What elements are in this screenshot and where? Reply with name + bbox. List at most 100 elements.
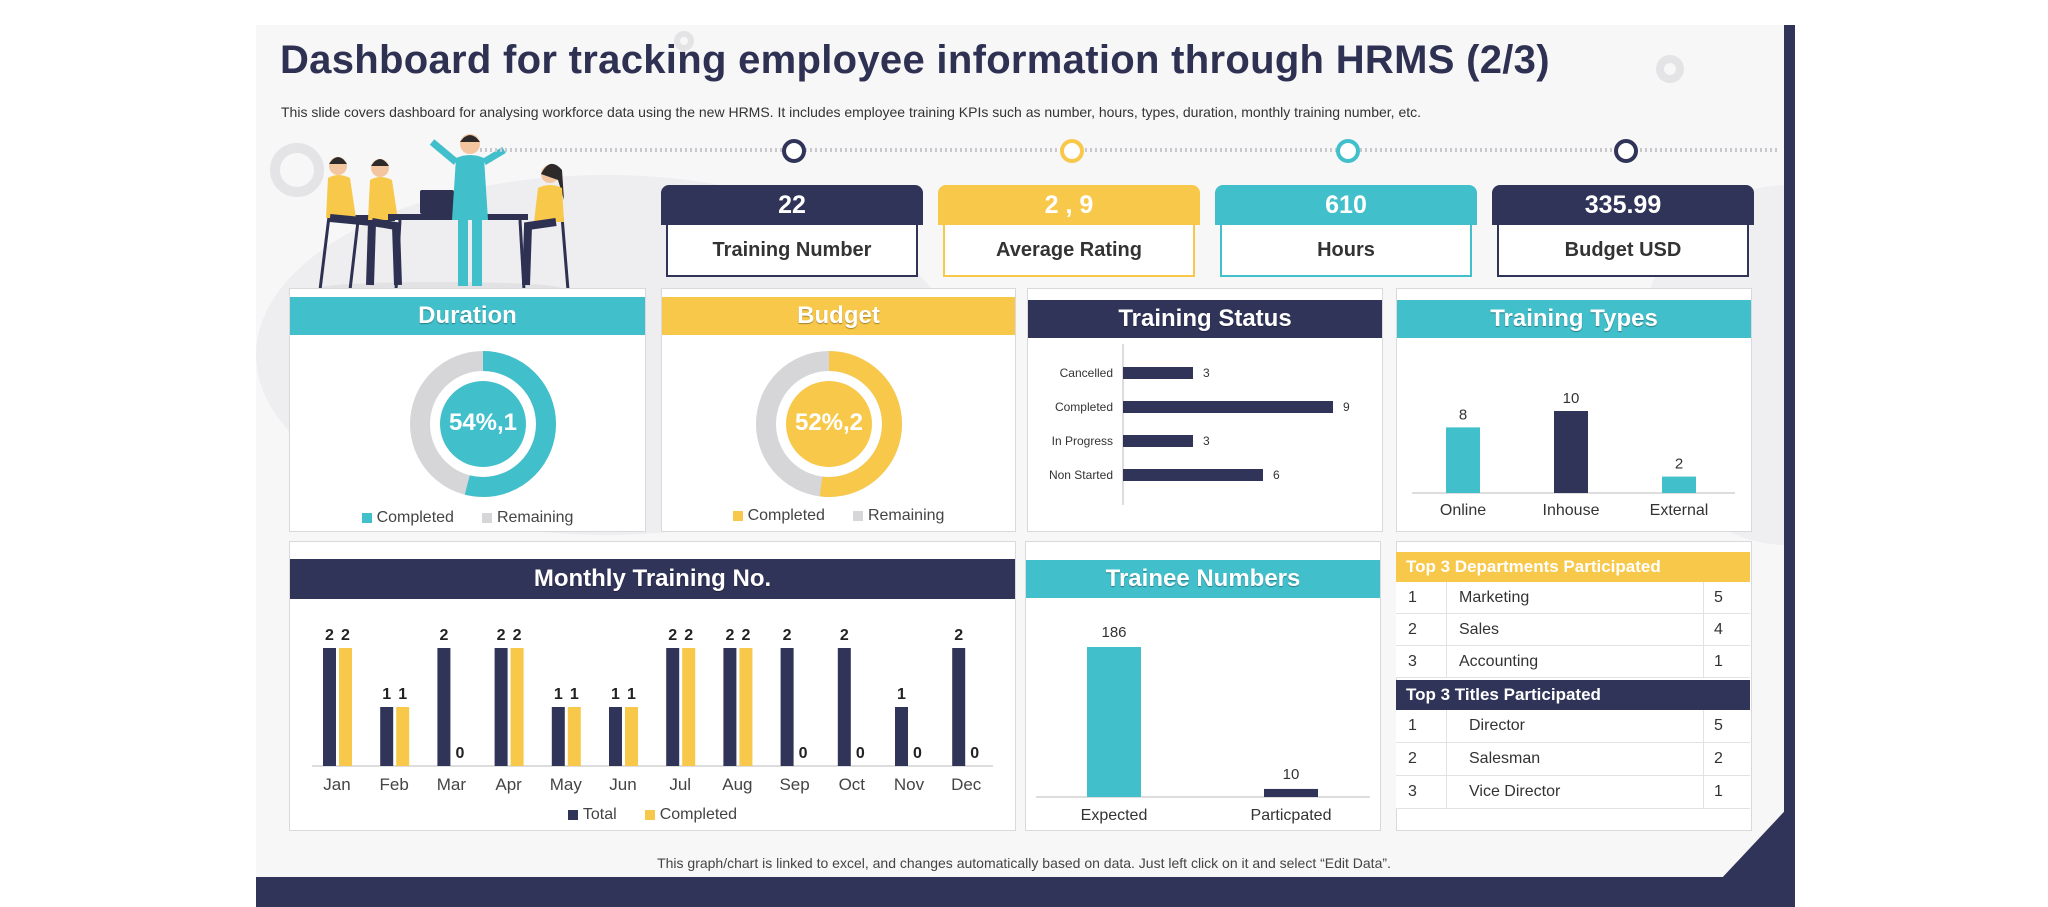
data-label: 0 <box>455 745 464 762</box>
chart-legend: Total Completed <box>290 806 1015 824</box>
data-label: 1 <box>627 686 636 703</box>
data-label: 8 <box>1459 406 1467 423</box>
table-title: Top 3 Departments Participated <box>1396 552 1750 582</box>
donut-center-label: 54%,1 <box>448 409 518 436</box>
data-label: 1 <box>611 686 620 703</box>
bar <box>339 648 352 766</box>
training-types-card: Training Types 8 Online 10 Inhouse 2 External <box>1396 288 1752 532</box>
kpi-label: Budget USD <box>1497 225 1749 277</box>
bar <box>1123 401 1333 413</box>
table-row: 2 Sales 4 <box>1396 614 1750 646</box>
tick-label: Sep <box>779 775 809 794</box>
bar <box>666 648 680 766</box>
donut-center <box>786 381 872 467</box>
donut-center-label: 52%,2 <box>794 409 864 436</box>
tick-label: Feb <box>380 775 409 794</box>
card-title: Monthly Training No. <box>290 559 1015 599</box>
donut-center <box>440 381 526 467</box>
table-row: 1 Marketing 5 <box>1396 582 1750 614</box>
kpi-label: Training Number <box>666 225 918 277</box>
duration-donut <box>410 351 556 497</box>
bar <box>609 707 622 766</box>
tick-label: Dec <box>951 775 982 794</box>
bar <box>895 707 908 766</box>
bar <box>1087 647 1141 797</box>
data-label: 1 <box>554 686 563 703</box>
monthly-training-card: Monthly Training No. 2 2 Jan 1 1 Feb 2 0 Mar 2 2 Ap… <box>289 541 1016 831</box>
data-label: 0 <box>913 745 922 762</box>
bar <box>723 648 737 766</box>
departments-table: Top 3 Departments Participated 1 Marketin… <box>1396 552 1750 678</box>
timeline-line <box>480 148 1780 152</box>
bar <box>952 648 966 766</box>
data-label: 1 <box>570 686 579 703</box>
bar <box>510 648 524 766</box>
page-title: Dashboard for tracking employee informat… <box>280 38 1550 82</box>
bar <box>739 648 753 766</box>
tick-label: Non Started <box>1049 468 1113 482</box>
bar <box>682 648 696 766</box>
tick-label: Nov <box>894 775 925 794</box>
legend-item: Completed <box>361 509 454 527</box>
legend-item: Remaining <box>852 507 944 525</box>
data-label: 3 <box>1203 366 1210 380</box>
tick-label: May <box>550 775 583 794</box>
kpi-label: Hours <box>1220 225 1472 277</box>
data-label: 2 <box>668 627 677 644</box>
legend-item: Completed <box>732 507 825 525</box>
bar <box>396 707 410 766</box>
timeline-node <box>1614 139 1638 163</box>
tick-label: Particpated <box>1251 807 1332 824</box>
bar <box>1123 367 1193 379</box>
data-label: 0 <box>799 745 808 762</box>
tick-label: Aug <box>722 775 752 794</box>
bar <box>494 648 508 766</box>
timeline-node <box>1060 139 1084 163</box>
bar <box>323 648 336 766</box>
data-label: 2 <box>783 627 792 644</box>
training-types-chart: 8 Online 10 Inhouse 2 External <box>1412 390 1735 519</box>
table-row: 1 Director 5 <box>1396 710 1750 743</box>
card-title: Training Types <box>1397 300 1751 338</box>
data-label: 2 <box>1675 456 1683 473</box>
team-meeting-illustration <box>318 134 570 294</box>
kpi-value: 335.99 <box>1492 185 1754 225</box>
data-label: 2 <box>840 627 849 644</box>
kpi-training-number: 22 Training Number <box>661 185 923 280</box>
budget-donut <box>756 351 902 497</box>
kpi-hours: 610 Hours <box>1215 185 1477 280</box>
training-status-chart: Cancelled 3 Completed 9 In Progress 3 Non Star… <box>1049 344 1350 505</box>
timeline-node <box>782 139 806 163</box>
tick-label: Cancelled <box>1060 366 1113 380</box>
page-subtitle: This slide covers dashboard for analysin… <box>281 104 1422 120</box>
trainee-numbers-chart: 186 Expected 10 Particpated <box>1036 624 1370 824</box>
bar <box>567 707 581 766</box>
bar <box>837 648 851 766</box>
data-label: 1 <box>897 686 906 703</box>
data-label: 2 <box>341 627 350 644</box>
chart-legend: Completed Remaining <box>290 509 645 527</box>
tick-label: Jul <box>669 775 691 794</box>
kpi-value: 22 <box>661 185 923 225</box>
data-label: 2 <box>954 627 963 644</box>
data-label: 6 <box>1273 468 1280 482</box>
training-status-card: Training Status Cancelled 3 Completed 9 In P… <box>1027 288 1383 532</box>
gear-icon <box>674 31 694 51</box>
bar <box>1554 411 1588 493</box>
bar <box>380 707 394 766</box>
bar <box>625 707 638 766</box>
legend-item: Total <box>567 806 617 824</box>
tick-label: Online <box>1440 502 1486 519</box>
data-label: 2 <box>513 627 522 644</box>
gear-icon <box>1656 55 1684 83</box>
tick-label: Completed <box>1055 400 1113 414</box>
bar <box>437 648 451 766</box>
data-label: 2 <box>741 627 750 644</box>
kpi-value: 2 , 9 <box>938 185 1200 225</box>
data-label: 10 <box>1283 766 1300 783</box>
footnote: This graph/chart is linked to excel, and… <box>657 855 1391 871</box>
gear-icon <box>270 143 324 197</box>
data-label: 2 <box>725 627 734 644</box>
bar <box>1662 476 1696 493</box>
footer-bar <box>256 877 1795 907</box>
